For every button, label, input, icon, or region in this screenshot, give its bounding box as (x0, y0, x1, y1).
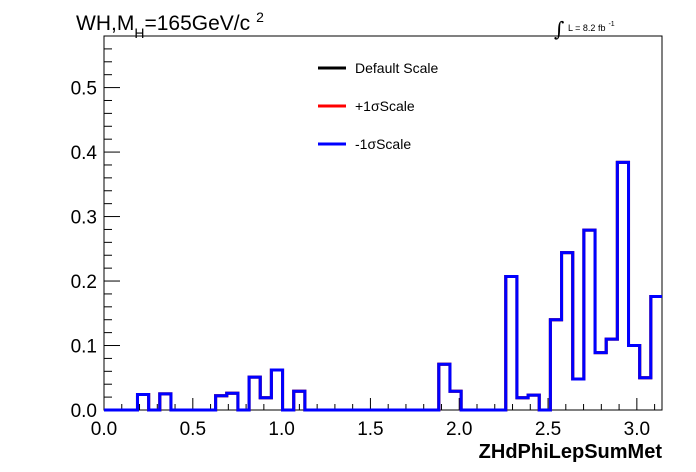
x-tick-label: 2.0 (446, 419, 472, 440)
legend-label: +1σScale (355, 98, 415, 114)
legend-label: -1σScale (355, 136, 411, 152)
x-tick-label: 1.0 (268, 419, 294, 440)
series-line (104, 160, 662, 412)
x-axis: 0.0 0.5 1.0 1.5 2.0 2.5 3.0 (91, 398, 656, 440)
title-suffix: =165GeV/c (144, 12, 250, 35)
x-axis-label: ZHdPhiLepSumMet (479, 441, 663, 463)
lumi-text: L = 8.2 fb -1 (568, 21, 615, 33)
chart-title: WH,MH=165GeV/c 2 (76, 9, 264, 41)
series-line (104, 160, 662, 412)
lumi-superscript: -1 (608, 21, 614, 28)
title-subscript: H (134, 25, 144, 41)
y-tick-label: 0.1 (71, 337, 97, 358)
legend: Default Scale +1σScale -1σScale (318, 60, 438, 152)
y-tick-label: 0.4 (71, 143, 98, 164)
y-tick-label: 0.5 (71, 79, 97, 100)
lumi-label: ∫ L = 8.2 fb -1 (554, 17, 615, 41)
legend-label: Default Scale (355, 60, 438, 76)
series-line (104, 160, 662, 412)
plot-frame (103, 35, 663, 411)
y-tick-label: 0.0 (71, 401, 97, 422)
lumi-integral: ∫ (554, 17, 564, 41)
title-prefix: WH,M (76, 12, 134, 35)
y-axis: 0.0 0.1 0.2 0.3 0.4 0.5 (71, 35, 120, 422)
x-tick-label: 0.0 (91, 419, 117, 440)
y-tick-label: 0.3 (71, 208, 97, 229)
title-superscript: 2 (256, 9, 264, 25)
series-group (104, 160, 662, 412)
x-tick-label: 3.0 (624, 419, 650, 440)
lumi-value: L = 8.2 fb (568, 23, 605, 33)
x-tick-label: 2.5 (535, 419, 561, 440)
x-tick-label: 1.5 (357, 419, 383, 440)
x-tick-label: 0.5 (180, 419, 206, 440)
y-tick-label: 0.2 (71, 272, 97, 293)
